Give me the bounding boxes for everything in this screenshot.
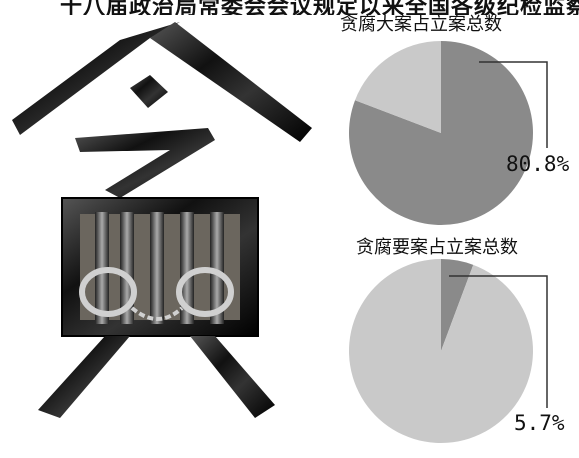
handcuffs — [79, 267, 234, 321]
data-label-key-cases: 5.7% — [514, 411, 565, 435]
glyph-stroke — [150, 22, 312, 142]
glyph-stroke — [38, 336, 130, 418]
pie-chart-major-cases — [349, 41, 548, 225]
data-label-major-cases: 80.8% — [506, 152, 570, 176]
pie-slice-0 — [441, 259, 474, 351]
chart-title-major-cases: 贪腐大案占立案总数 — [340, 14, 502, 35]
leader-line — [479, 61, 548, 148]
pie-chart-key-cases — [349, 259, 548, 443]
leader-line — [449, 275, 548, 408]
jail-bars — [95, 212, 224, 324]
pie-slice-1 — [355, 41, 441, 133]
glyph-stroke — [12, 22, 180, 135]
page-title: 十八届政治局常委会会议规定以来全国各级纪检监察机关查办腐败案件情况 — [60, 0, 579, 15]
corruption-glyph-artwork — [12, 22, 312, 418]
glyph-stroke — [75, 128, 215, 198]
pie-slice-1 — [349, 259, 533, 443]
glyph-stroke — [130, 75, 168, 108]
chart-title-key-cases: 贪腐要案占立案总数 — [356, 237, 518, 258]
glyph-stroke — [190, 336, 275, 418]
